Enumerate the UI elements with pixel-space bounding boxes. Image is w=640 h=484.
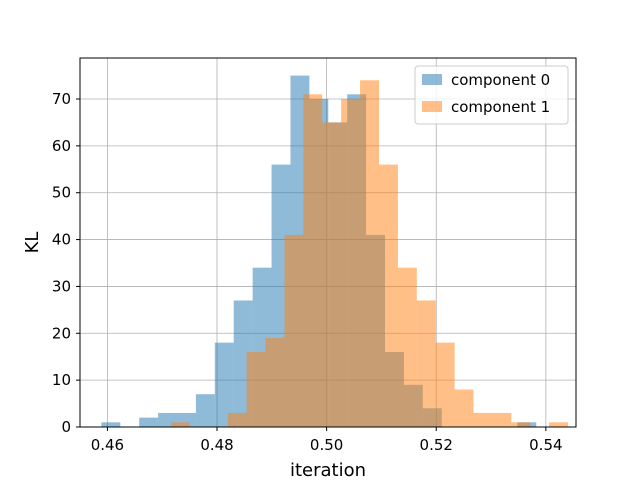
histogram-bar-series-1	[492, 412, 512, 427]
legend-swatch	[422, 101, 442, 112]
histogram-bar-series-1	[284, 234, 304, 427]
histogram-bar-series-1	[341, 99, 361, 427]
y-tick-label: 60	[52, 137, 71, 155]
histogram-bar-series-1	[416, 300, 436, 427]
y-tick-label: 70	[52, 90, 71, 108]
legend: component 0 component 1	[414, 65, 569, 125]
histogram-bar-series-1	[265, 337, 285, 427]
y-tick-label: 0	[61, 418, 71, 436]
histogram-bar-series-1	[473, 412, 493, 427]
histogram-bar-series-1	[360, 80, 379, 427]
histogram-bar-series-0	[101, 422, 121, 427]
histogram-bar-series-1	[246, 352, 266, 427]
x-tick-label: 0.46	[91, 436, 124, 454]
plot-frame	[79, 57, 577, 428]
legend-label: component 0	[451, 71, 550, 89]
y-tick-label: 30	[52, 277, 71, 295]
y-tick-label: 20	[52, 324, 71, 342]
histogram-bar-series-1	[549, 422, 569, 427]
x-tick-label: 0.54	[529, 436, 562, 454]
histogram-bar-series-0	[195, 394, 215, 427]
y-tick-label: 10	[52, 371, 71, 389]
legend-label: component 1	[451, 98, 550, 116]
x-axis-label: iteration	[290, 460, 366, 480]
y-axis-label: KL	[22, 232, 43, 254]
x-tick-label: 0.52	[420, 436, 453, 454]
histogram-bar-series-1	[378, 164, 398, 427]
histogram-bar-series-1	[511, 422, 531, 427]
axis-ticks: 0.46 0.48 0.50 0.52 0.54 0 10 20 30 40 50 60 70	[52, 90, 563, 454]
histogram-bar-series-1	[435, 342, 455, 427]
legend-box	[414, 65, 569, 125]
histogram-bar-series-0	[214, 342, 234, 427]
histogram-bar-series-1	[303, 94, 323, 428]
legend-swatch	[422, 74, 442, 85]
x-tick-label: 0.50	[310, 436, 343, 454]
bars	[101, 75, 569, 428]
y-tick-label: 40	[52, 231, 71, 249]
histogram-bar-series-1	[227, 412, 247, 427]
histogram-bar-series-1	[397, 267, 417, 427]
histogram-bar-series-1	[170, 422, 190, 427]
histogram-bar-series-0	[139, 417, 159, 427]
y-tick-label: 50	[52, 184, 71, 202]
histogram-bar-series-1	[454, 389, 474, 427]
histogram-bar-series-1	[322, 122, 342, 427]
x-tick-label: 0.48	[200, 436, 233, 454]
